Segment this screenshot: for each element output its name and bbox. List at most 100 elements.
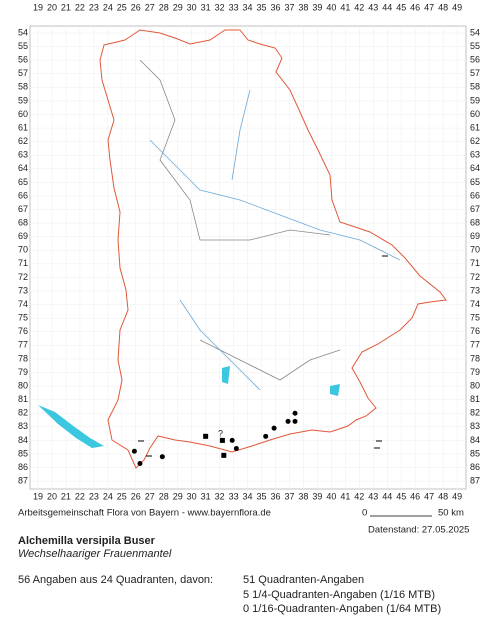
occurrence-square (203, 433, 209, 439)
x-label: 42 (354, 491, 364, 501)
dash-markers (138, 255, 388, 457)
stat: 5 1/4-Quadranten-Angaben (1/16 MTB) (243, 589, 435, 601)
occurrence-dot (131, 448, 137, 454)
district-borders (139, 59, 341, 381)
y-label: 56 (18, 55, 28, 65)
x-label: 24 (103, 491, 113, 501)
x-label: 46 (410, 2, 420, 12)
x-label: 26 (131, 2, 141, 12)
y-label: 55 (470, 41, 480, 51)
x-label: 44 (382, 491, 392, 501)
occurrence-square (219, 437, 225, 443)
y-label: 83 (470, 421, 480, 431)
x-label: 36 (270, 491, 280, 501)
x-label: 27 (145, 491, 155, 501)
lake-constance (38, 405, 104, 448)
y-label: 65 (18, 177, 28, 187)
y-label: 61 (18, 122, 28, 132)
y-label: 74 (470, 299, 480, 309)
x-label: 39 (312, 2, 322, 12)
y-label: 76 (18, 326, 28, 336)
occurrence-dot (285, 418, 291, 424)
y-label: 69 (470, 231, 480, 241)
y-label: 55 (18, 41, 28, 51)
x-label: 41 (340, 2, 350, 12)
x-label: 36 (270, 2, 280, 12)
x-label: 37 (284, 2, 294, 12)
y-label: 85 (18, 448, 28, 458)
occurrence-dot (137, 460, 143, 466)
y-label: 70 (18, 245, 28, 255)
x-label: 41 (340, 491, 350, 501)
y-label: 59 (470, 95, 480, 105)
y-label: 82 (470, 408, 480, 418)
x-label: 48 (438, 2, 448, 12)
x-label: 25 (117, 2, 127, 12)
x-label: 22 (75, 2, 85, 12)
occurrence-square (221, 452, 227, 458)
x-label: 34 (243, 2, 253, 12)
y-label: 74 (18, 299, 28, 309)
x-label: 28 (159, 491, 169, 501)
y-label: 85 (470, 448, 480, 458)
y-label: 77 (470, 340, 480, 350)
y-label: 64 (18, 163, 28, 173)
rivers (149, 89, 401, 391)
title: Alchemilla versipila Buser (18, 535, 156, 547)
x-label: 31 (201, 491, 211, 501)
x-label: 45 (396, 491, 406, 501)
x-label: 47 (424, 491, 434, 501)
x-label: 19 (33, 2, 43, 12)
y-label: 78 (18, 353, 28, 363)
y-label: 72 (18, 272, 28, 282)
y-label: 68 (18, 217, 28, 227)
y-label: 57 (470, 68, 480, 78)
x-label: 48 (438, 491, 448, 501)
x-label: 37 (284, 491, 294, 501)
x-label: 49 (452, 2, 462, 12)
y-label: 86 (470, 462, 480, 472)
y-label: 72 (470, 272, 480, 282)
x-label: 44 (382, 2, 392, 12)
x-label: 43 (368, 2, 378, 12)
x-label: 21 (61, 491, 71, 501)
y-label: 81 (18, 394, 28, 404)
x-label: 24 (103, 2, 113, 12)
y-label: 59 (18, 95, 28, 105)
map-frame (29, 25, 467, 490)
x-label: 32 (215, 491, 225, 501)
x-label: 28 (159, 2, 169, 12)
x-label: 23 (89, 491, 99, 501)
y-label: 87 (18, 476, 28, 486)
y-label: 73 (18, 285, 28, 295)
y-label: 58 (470, 82, 480, 92)
grid: 19 19 20 20 21 21 22 22 23 23 24 24 25 25 26 26 27 27 28 28… (18, 2, 480, 501)
x-label: 40 (326, 2, 336, 12)
y-label: 66 (470, 190, 480, 200)
x-label: 25 (117, 491, 127, 501)
y-label: 63 (18, 150, 28, 160)
y-label: 84 (470, 435, 480, 445)
x-label: 19 (33, 491, 43, 501)
y-label: 82 (18, 408, 28, 418)
y-label: 75 (18, 313, 28, 323)
x-label: 30 (187, 2, 197, 12)
x-label: 38 (298, 2, 308, 12)
occurrence-dot (233, 446, 239, 452)
y-label: 69 (18, 231, 28, 241)
x-label: 31 (201, 2, 211, 12)
x-label: 47 (424, 2, 434, 12)
y-label: 62 (470, 136, 480, 146)
y-label: 65 (470, 177, 480, 187)
y-label: 60 (18, 109, 28, 119)
stat: 51 Quadranten-Angaben (243, 574, 364, 586)
y-label: 67 (470, 204, 480, 214)
y-label: 58 (18, 82, 28, 92)
x-label: 27 (145, 2, 155, 12)
occurrence-dot (292, 418, 298, 424)
credit: Arbeitsgemeinschaft Flora von Bayern - w… (18, 508, 271, 519)
x-label: 30 (187, 491, 197, 501)
y-label: 80 (18, 380, 28, 390)
y-label: 61 (470, 122, 480, 132)
